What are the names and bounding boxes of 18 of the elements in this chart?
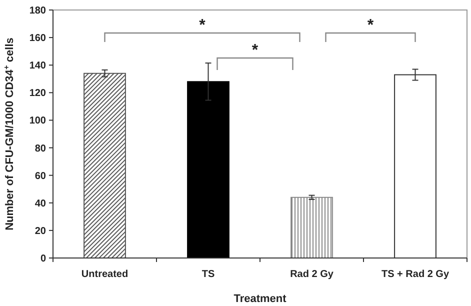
y-tick-label: 60 bbox=[34, 170, 46, 182]
y-tick-label: 140 bbox=[29, 60, 46, 72]
y-tick-label: 100 bbox=[29, 116, 46, 127]
y-tick-label: 160 bbox=[29, 33, 46, 44]
y-tick-label: 120 bbox=[29, 88, 46, 100]
annotation: * bbox=[199, 17, 206, 34]
annotation: * bbox=[367, 17, 374, 34]
x-tick-label: TS bbox=[202, 269, 215, 280]
y-tick-label: 20 bbox=[34, 226, 46, 237]
x-tick-label: Untreated bbox=[81, 269, 128, 280]
x-tick-label: Rad 2 Gy bbox=[290, 269, 334, 280]
x-axis-title: Treatment bbox=[234, 293, 287, 305]
annotation: * bbox=[252, 42, 259, 59]
y-tick-label: 40 bbox=[34, 198, 46, 210]
y-tick-label: 80 bbox=[34, 143, 46, 154]
y-tick-label: 0 bbox=[40, 254, 46, 264]
y-tick-label: 180 bbox=[29, 6, 46, 16]
x-tick-label: TS + Rad 2 Gy bbox=[381, 269, 450, 280]
